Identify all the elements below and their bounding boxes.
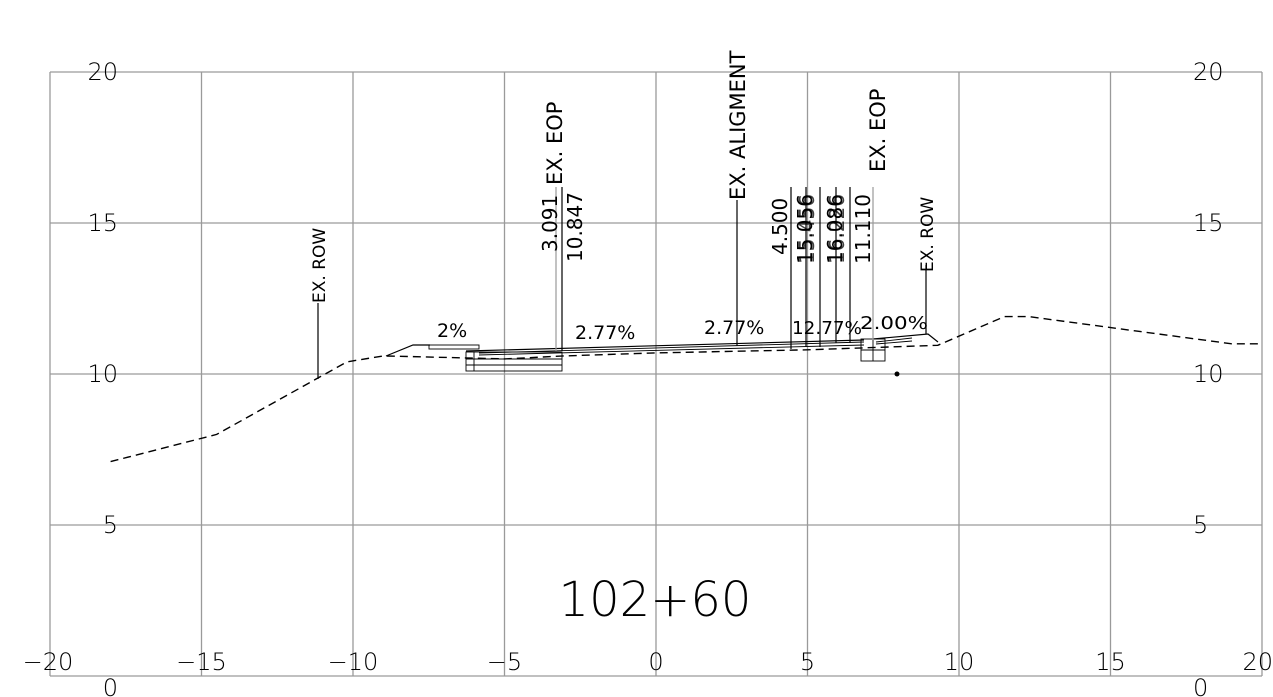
y-tick-label-left: 10 (87, 360, 118, 388)
x-tick-label: −20 (23, 648, 74, 676)
y-tick-label-right: 0 (1193, 674, 1208, 697)
right-shoulder-2 (875, 337, 913, 343)
offset-right-4: 16.086 (823, 194, 847, 264)
x-tick-label: 20 (1242, 648, 1273, 676)
left-shoulder-curb (428, 344, 480, 350)
left-foreslope (385, 344, 430, 357)
row-right-label: EX. ROW (918, 197, 938, 272)
pavement-top (465, 339, 865, 352)
slope-right-a: 12.77% (792, 318, 862, 339)
pavement-bottom (478, 344, 865, 356)
pavement-top-2 (478, 341, 865, 354)
slope-right-b: 2.00% (860, 313, 928, 334)
y-tick-label-right: 5 (1193, 511, 1208, 539)
offset-right-6: 11.110 (851, 194, 875, 264)
y-tick-label-right: 15 (1193, 209, 1224, 237)
slope-right-lane: 2.77% (704, 317, 764, 339)
offset-right-1: 4.500 (768, 198, 792, 255)
y-axis-ticks-right: 20 15 10 5 0 (1193, 58, 1224, 697)
slope-left-lane: 2.77% (575, 322, 635, 344)
y-tick-label-right: 10 (1193, 360, 1224, 388)
x-tick-label: −10 (328, 648, 379, 676)
right-shoulder (872, 333, 939, 343)
x-tick-label: 10 (944, 648, 975, 676)
slope-labels: 2% 2.77% 2.77% 12.77% 2.00% (437, 313, 928, 344)
proposed-template (385, 333, 939, 377)
x-tick-label: 0 (648, 648, 663, 676)
offset-right-2: 15.056 (793, 194, 817, 264)
eop-right-label: EX. EOP (866, 89, 890, 172)
alignment-label: EX. ALIGMENT (726, 50, 750, 200)
right-shoulder-3 (875, 340, 913, 345)
left-curb-box (465, 351, 563, 372)
vertical-labels: EX. ROW EX. EOP 3.091 10.847 EX. ALIGMEN… (310, 50, 938, 303)
y-tick-label-left: 20 (87, 58, 118, 86)
offset-right-5: 16.226 (825, 194, 849, 264)
x-tick-label: −5 (487, 648, 522, 676)
survey-point (894, 371, 900, 377)
x-tick-label: 5 (800, 648, 815, 676)
x-tick-label: 15 (1095, 648, 1126, 676)
y-axis-ticks-left: 20 15 10 5 0 (87, 58, 118, 697)
y-tick-label-right: 20 (1193, 58, 1224, 86)
x-tick-label: −15 (176, 648, 227, 676)
y-tick-label-left: 5 (103, 511, 118, 539)
slope-left-shoulder: 2% (437, 320, 467, 342)
offset-left-1: 3.091 (538, 195, 562, 252)
y-tick-label-left: 15 (87, 209, 118, 237)
existing-ground-line (110, 315, 1262, 463)
offset-right-3: 15.456 (795, 194, 819, 264)
grid (49, 71, 1263, 677)
station-label: 102+60 (559, 572, 752, 628)
eop-left-label: EX. EOP (543, 102, 567, 185)
y-tick-label-left: 0 (103, 674, 118, 697)
x-axis-ticks: −20 −15 −10 −5 0 5 10 15 20 (23, 648, 1273, 676)
offset-left-2: 10.847 (563, 192, 587, 262)
leader-lines (317, 187, 927, 379)
row-left-label: EX. ROW (310, 228, 330, 303)
